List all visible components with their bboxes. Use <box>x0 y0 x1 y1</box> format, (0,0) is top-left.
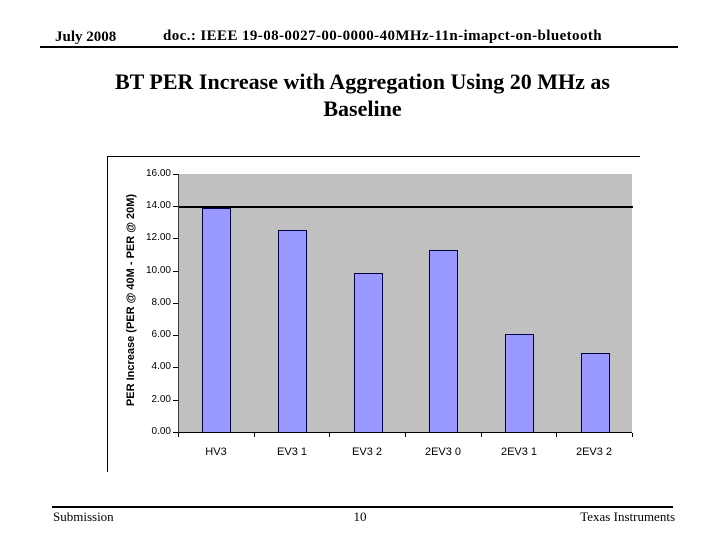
bar-2ev3-1 <box>505 334 534 432</box>
header-doc-title: doc.: IEEE 19-08-0027-00-0000-40MHz-11n-… <box>163 28 602 44</box>
y-tick-label: 10.00 <box>145 265 171 276</box>
y-tick-label: 4.00 <box>151 361 171 372</box>
x-category-label: 2EV3 1 <box>500 446 538 458</box>
x-category-label: HV3 <box>205 446 227 458</box>
bar-ev3-2 <box>354 273 383 432</box>
x-category-label: 2EV3 0 <box>424 446 462 458</box>
y-tick-label: 8.00 <box>151 297 171 308</box>
bar-2ev3-0 <box>429 250 458 432</box>
reference-line-14 <box>179 206 633 208</box>
slide-title-line1: BT PER Increase with Aggregation Using 2… <box>114 69 610 94</box>
bar-2ev3-2 <box>581 353 610 432</box>
y-tick-label: 0.00 <box>151 426 171 437</box>
y-tick-label: 16.00 <box>145 168 171 179</box>
x-tick <box>632 433 633 437</box>
y-tick <box>173 432 178 433</box>
y-tick-label: 2.00 <box>151 394 171 405</box>
bar-hv3 <box>202 208 231 432</box>
y-tick <box>173 238 178 239</box>
x-category-label: 2EV3 2 <box>575 446 613 458</box>
header-rule <box>40 46 678 48</box>
x-tick <box>254 433 255 437</box>
slide-title-line2: Baseline <box>323 96 402 121</box>
y-tick <box>173 174 178 175</box>
bar-ev3-1 <box>278 230 307 432</box>
y-tick-label: 12.00 <box>145 232 171 243</box>
x-category-label: EV3 1 <box>277 446 307 458</box>
bar-chart: PER Increase (PER @ 40M - PER @ 20M) 0.0… <box>107 156 640 472</box>
x-tick <box>178 433 179 437</box>
footer-page-number: 10 <box>353 509 367 524</box>
y-tick-label: 14.00 <box>145 200 171 211</box>
footer-submission: Submission <box>53 509 114 524</box>
x-tick <box>556 433 557 437</box>
y-tick-label: 6.00 <box>151 329 171 340</box>
footer-company: Texas Instruments <box>580 509 675 524</box>
header-date: July 2008 <box>55 29 117 45</box>
plot-area <box>178 174 633 433</box>
y-tick <box>173 206 178 207</box>
x-category-label: EV3 2 <box>352 446 382 458</box>
y-tick <box>173 335 178 336</box>
x-tick <box>329 433 330 437</box>
y-tick <box>173 271 178 272</box>
x-tick <box>405 433 406 437</box>
y-tick <box>173 303 178 304</box>
slide-title: BT PER Increase with Aggregation Using 2… <box>40 68 685 122</box>
y-tick <box>173 400 178 401</box>
x-tick <box>481 433 482 437</box>
y-tick <box>173 367 178 368</box>
footer-rule <box>52 506 673 508</box>
